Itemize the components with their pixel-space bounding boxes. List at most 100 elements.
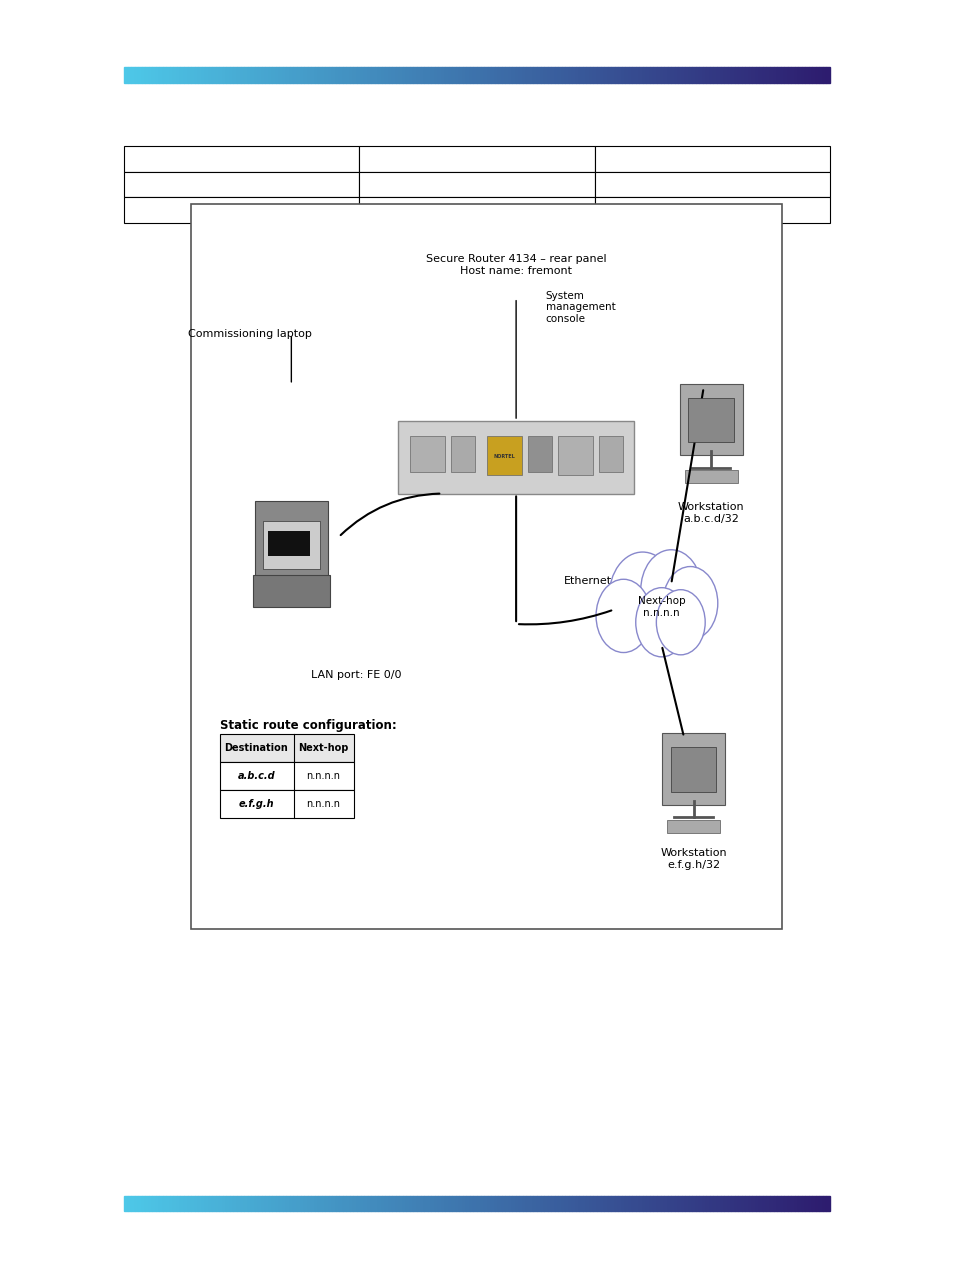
Bar xyxy=(649,67,653,83)
Bar xyxy=(480,67,483,83)
Bar xyxy=(516,1196,518,1211)
Text: Workstation
a.b.c.d/32: Workstation a.b.c.d/32 xyxy=(678,502,744,524)
Bar xyxy=(325,1196,329,1211)
Bar xyxy=(275,67,279,83)
Bar xyxy=(769,67,773,83)
Bar xyxy=(653,1196,657,1211)
Bar xyxy=(576,1196,578,1211)
Bar xyxy=(441,1196,445,1211)
Bar xyxy=(163,67,166,83)
Bar xyxy=(727,1196,730,1211)
Bar xyxy=(688,67,692,83)
Bar xyxy=(646,67,649,83)
Bar xyxy=(773,1196,777,1211)
Bar xyxy=(219,1196,223,1211)
Bar xyxy=(529,67,533,83)
Circle shape xyxy=(596,579,650,653)
Bar xyxy=(480,1196,483,1211)
Bar xyxy=(787,1196,790,1211)
Bar xyxy=(540,67,543,83)
FancyBboxPatch shape xyxy=(594,146,829,172)
Bar xyxy=(505,1196,508,1211)
Bar xyxy=(628,1196,632,1211)
Bar xyxy=(798,1196,801,1211)
Bar xyxy=(261,67,265,83)
Bar xyxy=(286,67,290,83)
Circle shape xyxy=(608,552,676,641)
Bar xyxy=(377,67,381,83)
Bar xyxy=(561,1196,564,1211)
Bar xyxy=(364,1196,367,1211)
FancyBboxPatch shape xyxy=(557,435,593,476)
Bar xyxy=(170,67,173,83)
Bar xyxy=(752,1196,755,1211)
Bar xyxy=(138,67,141,83)
FancyBboxPatch shape xyxy=(486,435,521,476)
Bar xyxy=(568,1196,572,1211)
Bar xyxy=(699,1196,702,1211)
Bar xyxy=(582,67,586,83)
Bar xyxy=(406,1196,410,1211)
Bar xyxy=(194,1196,198,1211)
FancyBboxPatch shape xyxy=(594,172,829,197)
Bar xyxy=(311,67,314,83)
Bar xyxy=(416,67,420,83)
Bar xyxy=(215,67,219,83)
Bar xyxy=(783,1196,787,1211)
Bar xyxy=(709,1196,713,1211)
Bar xyxy=(705,67,709,83)
Bar xyxy=(230,67,233,83)
Bar xyxy=(339,1196,342,1211)
FancyBboxPatch shape xyxy=(359,146,594,172)
Bar xyxy=(248,67,251,83)
FancyBboxPatch shape xyxy=(397,421,634,494)
Bar xyxy=(332,1196,335,1211)
Bar xyxy=(321,1196,325,1211)
Bar xyxy=(410,67,413,83)
Bar xyxy=(294,1196,296,1211)
Bar xyxy=(251,1196,254,1211)
Bar xyxy=(635,1196,639,1211)
Bar xyxy=(371,67,375,83)
Bar xyxy=(141,67,145,83)
Bar xyxy=(269,1196,272,1211)
Bar xyxy=(752,67,755,83)
FancyBboxPatch shape xyxy=(598,435,622,472)
Bar xyxy=(529,1196,533,1211)
Bar xyxy=(593,1196,597,1211)
Bar xyxy=(759,1196,762,1211)
Bar xyxy=(681,67,684,83)
Bar xyxy=(564,1196,568,1211)
Bar xyxy=(166,67,170,83)
Text: Destination: Destination xyxy=(224,743,288,753)
Bar xyxy=(512,1196,516,1211)
Bar xyxy=(416,1196,420,1211)
Bar xyxy=(674,67,678,83)
Bar xyxy=(459,1196,462,1211)
Bar xyxy=(600,67,603,83)
Bar xyxy=(423,67,427,83)
Bar xyxy=(385,67,389,83)
Bar xyxy=(600,1196,603,1211)
Bar xyxy=(727,67,730,83)
Bar xyxy=(360,67,364,83)
Bar xyxy=(353,67,356,83)
FancyBboxPatch shape xyxy=(253,575,329,607)
FancyBboxPatch shape xyxy=(124,197,359,223)
FancyBboxPatch shape xyxy=(220,734,354,762)
Bar xyxy=(377,1196,381,1211)
Bar xyxy=(286,1196,290,1211)
FancyBboxPatch shape xyxy=(594,197,829,223)
Bar xyxy=(483,1196,487,1211)
Bar xyxy=(406,67,410,83)
Bar xyxy=(487,1196,491,1211)
Bar xyxy=(437,1196,441,1211)
Bar xyxy=(748,1196,752,1211)
Bar xyxy=(773,67,777,83)
Bar xyxy=(282,67,286,83)
Bar xyxy=(452,1196,456,1211)
Bar xyxy=(230,1196,233,1211)
Bar xyxy=(801,67,804,83)
Bar xyxy=(717,1196,720,1211)
Bar xyxy=(632,67,635,83)
